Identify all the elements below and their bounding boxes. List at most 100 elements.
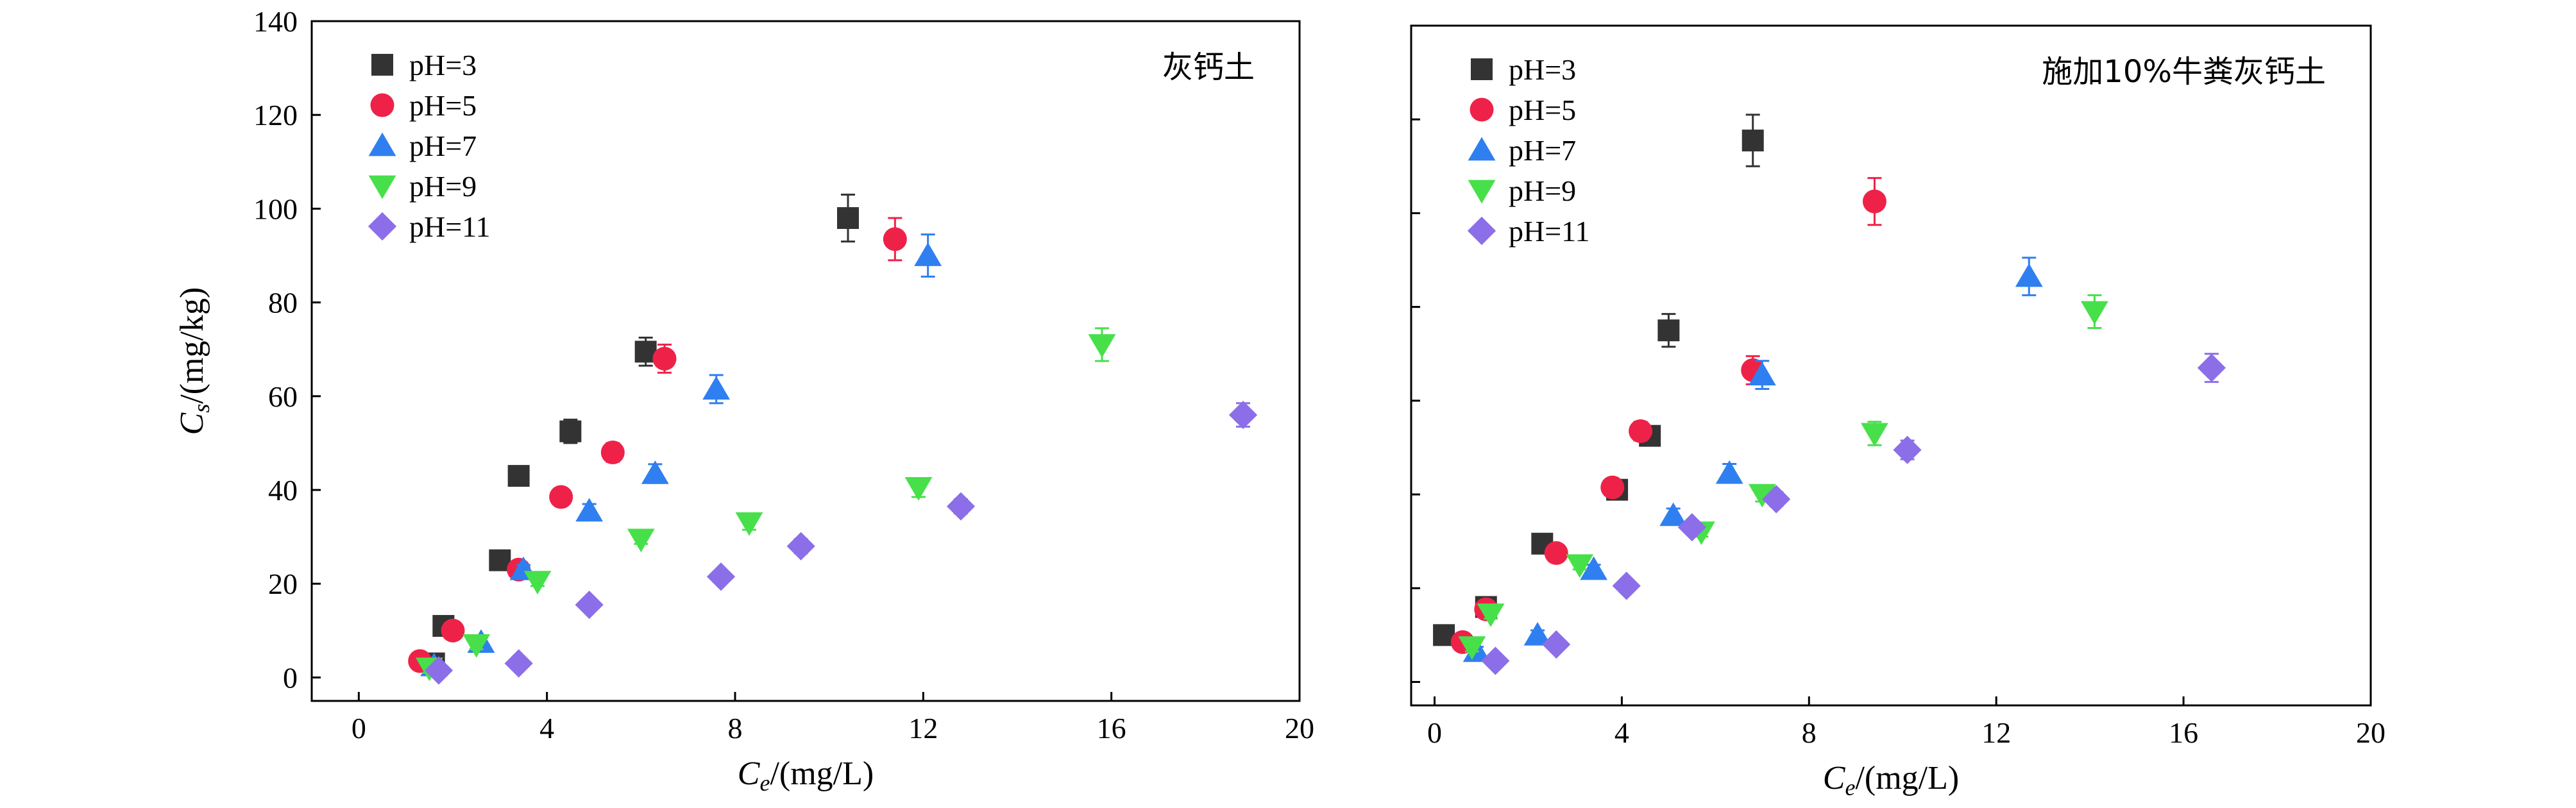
- plot-frame: [310, 20, 1301, 702]
- data-point: [2081, 301, 2108, 325]
- data-point: [1612, 571, 1641, 600]
- data-point: [1748, 484, 1776, 508]
- series-pH=9: [415, 327, 1116, 682]
- data-point: [441, 618, 465, 643]
- y-tick-label: 40: [268, 474, 298, 507]
- series-pH=5: [408, 217, 907, 673]
- data-point: [1659, 502, 1688, 526]
- data-point: [1741, 130, 1764, 152]
- data-point: [1458, 636, 1486, 661]
- data-point: [706, 562, 736, 591]
- legend-marker: [368, 175, 396, 199]
- data-point: [424, 656, 453, 685]
- y-tick-label: 100: [253, 192, 298, 225]
- plot-frame: [1410, 24, 2372, 707]
- x-tick-label: 0: [1427, 716, 1442, 749]
- legend-label: pH=9: [409, 170, 477, 203]
- data-point: [1861, 423, 1888, 447]
- x-axis-title: Ce/(mg/L): [1823, 760, 1959, 800]
- data-point: [1600, 475, 1625, 500]
- data-point: [1715, 460, 1743, 484]
- data-point: [1566, 554, 1594, 578]
- data-point: [1580, 556, 1608, 580]
- legend-label: pH=5: [1509, 94, 1576, 126]
- x-tick-label: 0: [352, 712, 366, 745]
- y-axis-title: Cs/(mg/kg): [174, 287, 214, 435]
- data-point: [1523, 621, 1552, 646]
- series-pH=5: [1450, 177, 1886, 654]
- data-point: [641, 460, 669, 484]
- data-point: [462, 634, 491, 658]
- panel-title: 施加10%牛粪灰钙土: [2042, 54, 2326, 90]
- legend-label: pH=11: [1509, 215, 1589, 248]
- y-tick-label: 120: [253, 99, 298, 131]
- data-point: [702, 376, 731, 400]
- x-tick-label: 16: [2169, 716, 2198, 749]
- data-point: [1862, 189, 1886, 214]
- data-point: [1762, 485, 1791, 514]
- legend-label: pH=3: [409, 49, 477, 81]
- y-tick-label: 20: [268, 568, 298, 600]
- data-point: [504, 649, 533, 678]
- data-point: [1544, 541, 1568, 565]
- series-pH=7: [1462, 257, 2043, 662]
- legend-label: pH=5: [409, 89, 477, 122]
- x-tick-label: 20: [1285, 712, 1314, 745]
- x-tick-label: 8: [1802, 716, 1817, 749]
- data-point: [549, 485, 573, 509]
- data-point: [575, 498, 604, 522]
- data-point: [883, 227, 907, 251]
- data-point: [1657, 319, 1680, 342]
- x-tick-label: 8: [728, 712, 743, 745]
- x-tick-label: 12: [1981, 716, 2011, 749]
- series-pH=3: [423, 193, 859, 675]
- x-tick-label: 4: [1614, 716, 1629, 749]
- series-pH=9: [1458, 294, 2108, 661]
- legend-marker: [370, 93, 394, 117]
- legend-marker: [1467, 216, 1496, 246]
- data-point: [523, 571, 552, 594]
- data-point: [1748, 362, 1776, 385]
- data-point: [914, 242, 942, 266]
- data-point: [1088, 334, 1116, 358]
- legend-marker: [1470, 97, 1494, 122]
- data-point: [946, 492, 976, 521]
- y-tick-label: 80: [268, 287, 298, 319]
- data-point: [837, 207, 859, 230]
- data-point: [627, 528, 655, 553]
- data-point: [559, 420, 582, 442]
- data-point: [904, 477, 933, 501]
- x-tick-label: 16: [1097, 712, 1126, 745]
- legend-marker: [371, 54, 393, 76]
- x-tick-label: 20: [2356, 716, 2385, 749]
- data-point: [652, 346, 677, 371]
- series-pH=11: [1481, 353, 2226, 675]
- chart-panel-2: 0 4 8 12 16 20 Ce/(mg/L) 施加10%牛粪灰钙土 pH=3 pH=5 pH=7…: [1410, 24, 2385, 800]
- data-point: [1228, 400, 1258, 430]
- data-point: [1542, 630, 1571, 659]
- data-point: [2015, 263, 2043, 287]
- y-tick-label: 140: [253, 5, 298, 38]
- data-point: [786, 532, 815, 560]
- x-axis-title: Ce/(mg/L): [738, 755, 874, 796]
- x-tick-label: 12: [908, 712, 938, 745]
- data-point: [2197, 353, 2226, 382]
- data-point: [735, 512, 763, 536]
- legend-marker: [368, 212, 397, 241]
- legend-label: pH=7: [1509, 134, 1576, 167]
- data-point: [1477, 603, 1505, 627]
- data-point: [1481, 646, 1510, 675]
- y-tick-label: 0: [283, 661, 298, 694]
- x-tick-label: 4: [539, 712, 554, 745]
- y-tick-label: 60: [268, 380, 298, 413]
- data-point: [1629, 419, 1653, 443]
- series-pH=7: [420, 233, 942, 677]
- legend-label: pH=9: [1509, 174, 1576, 207]
- chart-panel-1: 0 4 8 12 16 20 0 20 40 60 80 100 120 140 Ce/(mg/L) Cs/(…: [174, 5, 1314, 796]
- legend-label: pH=11: [409, 210, 490, 243]
- data-point: [575, 591, 604, 619]
- series-pH=11: [424, 400, 1258, 685]
- legend-marker: [1468, 137, 1496, 161]
- legend-label: pH=7: [409, 130, 477, 162]
